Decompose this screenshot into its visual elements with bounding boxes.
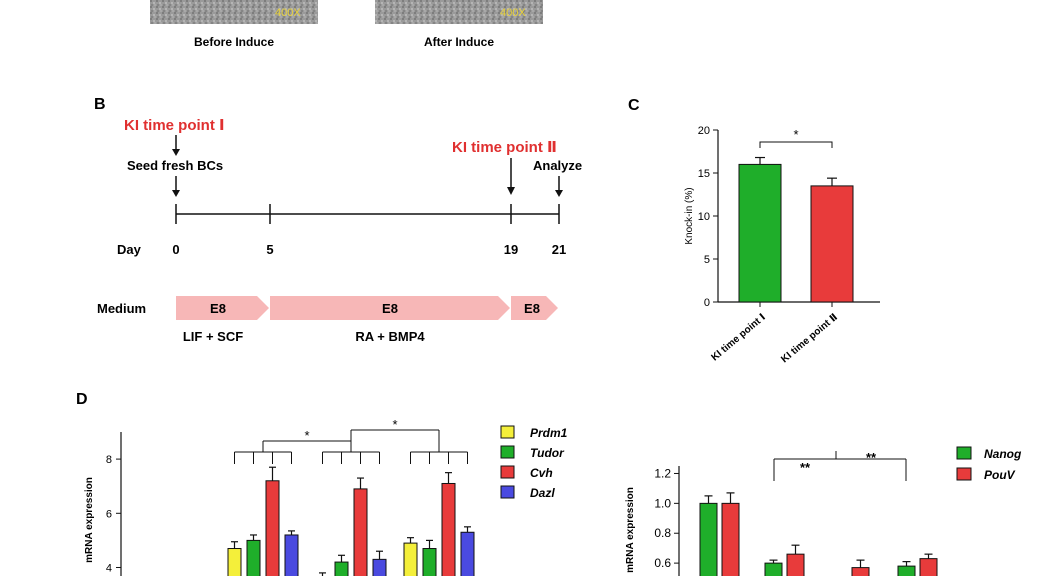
seed-fresh-bcs-label: Seed fresh BCs <box>127 158 223 173</box>
medium-e8-1: E8 <box>210 301 226 316</box>
factor-lif-scf: LIF + SCF <box>183 329 243 344</box>
ki-time-point-2-label: KI time point Ⅱ <box>452 139 557 156</box>
bar-nanog-2 <box>764 562 783 576</box>
day-tick-5: 5 <box>266 242 273 257</box>
bar-cvh-2 <box>353 488 368 576</box>
bar-pouv-4 <box>919 558 938 576</box>
legend-swatch-tudor <box>500 445 515 459</box>
significance-star-2: * <box>392 417 397 432</box>
factor-ra-bmp4: RA + BMP4 <box>355 329 425 344</box>
panel-label-d: D <box>76 391 88 408</box>
knock-in-bar-chart: 0 5 10 15 20 Knock-in (%) KI time point Ⅰ KI ti… <box>684 125 880 365</box>
panel-c: C 0 5 10 15 20 Knock-in (%) KI time point Ⅰ KI … <box>628 97 880 365</box>
y-tick-label: 10 <box>698 211 710 223</box>
day-tick-0: 0 <box>172 242 179 257</box>
y-tick-label: 5 <box>704 254 710 266</box>
arrow-ki-1-head <box>172 149 180 156</box>
panel-b: B KI time point Ⅰ Seed fresh BCs KI time… <box>94 96 582 344</box>
y-tick-label: 8 <box>106 454 112 466</box>
y-tick-label: 0 <box>704 297 710 309</box>
bar-1 <box>738 163 782 303</box>
significance-star: * <box>793 127 798 142</box>
ki-time-point-1-label: KI time point Ⅰ <box>124 117 225 134</box>
bar-cvh-1 <box>265 480 280 576</box>
legend-label-cvh: Cvh <box>530 466 553 480</box>
bar-tudor-3 <box>422 548 437 576</box>
significance-bracket <box>759 141 833 148</box>
bar-dazl-1 <box>284 534 299 576</box>
day-tick-19: 19 <box>504 242 518 257</box>
legend-swatch-cvh <box>500 465 515 479</box>
medium-arrow-1 <box>176 296 269 320</box>
bar-nanog-1 <box>699 502 718 576</box>
legend-swatch-nanog <box>956 446 972 460</box>
bar-pouv-1 <box>721 502 740 576</box>
bar-pouv-2 <box>786 553 805 576</box>
bar-tudor-1 <box>246 539 261 576</box>
arrow-seed-head <box>172 190 180 197</box>
bar-nanog-4 <box>897 565 916 576</box>
y-tick-label: 1.2 <box>654 466 671 480</box>
medium-arrow-2 <box>270 296 510 320</box>
significance-star-1: ** <box>800 460 811 475</box>
day-tick-21: 21 <box>552 242 566 257</box>
bar-prdm1-3 <box>403 542 418 576</box>
legend-swatch-dazl <box>500 485 515 499</box>
legend-swatch-pouv <box>956 467 972 481</box>
germ-marker-expression-chart: 4 6 8 mRNA expression * * Prdm1 Tudor Cvh Dazl <box>84 417 568 576</box>
bar-tudor-2 <box>334 561 349 576</box>
medium-label: Medium <box>97 301 146 316</box>
medium-e8-2: E8 <box>382 301 398 316</box>
legend-label-pouv: PouV <box>984 468 1016 482</box>
day-label: Day <box>117 242 142 257</box>
y-tick-label: 20 <box>698 125 710 137</box>
legend-label-tudor: Tudor <box>530 446 565 460</box>
y-tick-label: 4 <box>106 562 112 574</box>
y-axis-label: mRNA expression <box>84 477 95 563</box>
panel-a: 400X Before Induce 400X After Induce <box>150 0 543 49</box>
y-tick-label: 0.6 <box>654 556 671 570</box>
significance-star-2: ** <box>866 450 877 465</box>
medium-arrow-3 <box>511 296 558 320</box>
legend-label-prdm1: Prdm1 <box>530 426 568 440</box>
micrograph-after <box>375 0 543 24</box>
panel-label-b: B <box>94 96 106 113</box>
panel-label-c: C <box>628 97 640 114</box>
magnification-label-before: 400X <box>275 7 301 19</box>
y-tick-label: 0.8 <box>654 526 671 540</box>
micrograph-before <box>150 0 318 24</box>
legend-swatch-prdm1 <box>500 425 515 439</box>
arrow-analyze-head <box>555 190 563 197</box>
y-tick-label: 1.0 <box>654 496 671 510</box>
arrow-ki-2-head <box>507 187 515 195</box>
bar-dazl-2 <box>372 558 387 576</box>
x-tick-label: KI time point Ⅱ <box>779 312 840 365</box>
y-tick-label: 15 <box>698 168 710 180</box>
y-axis-label: mRNA expression <box>625 487 636 573</box>
analyze-label: Analyze <box>533 158 582 173</box>
bar-dazl-3 <box>460 531 475 576</box>
caption-after-induce: After Induce <box>424 35 494 49</box>
medium-e8-3: E8 <box>524 301 540 316</box>
bar-prdm1-1 <box>227 548 242 576</box>
bar-pouv-3 <box>851 567 870 576</box>
caption-before-induce: Before Induce <box>194 35 274 49</box>
bar-2 <box>810 185 854 303</box>
y-tick-label: 6 <box>106 508 112 520</box>
legend-label-dazl: Dazl <box>530 486 555 500</box>
y-axis-label: Knock-in (%) <box>684 187 695 244</box>
significance-star-1: * <box>304 428 309 443</box>
magnification-label-after: 400X <box>500 7 526 19</box>
x-tick-label: KI time point Ⅰ <box>709 312 767 364</box>
bar-cvh-3 <box>441 482 456 576</box>
legend-label-nanog: Nanog <box>984 447 1022 461</box>
pluripotency-expression-chart: 0.6 0.8 1.0 1.2 mRNA expression ** ** Nanog PouV <box>625 446 1022 576</box>
